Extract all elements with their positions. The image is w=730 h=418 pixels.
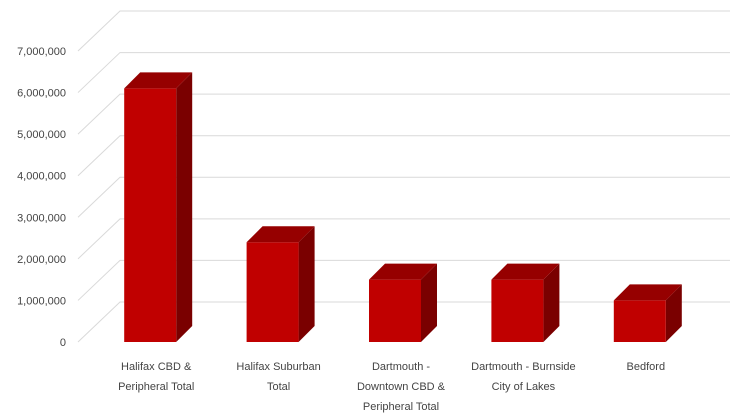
y-tick-label: 2,000,000 [17, 254, 66, 266]
bar-side-face [543, 263, 560, 342]
gridline [77, 218, 730, 260]
bar-front-face [124, 88, 177, 343]
bar [124, 72, 193, 343]
bar-side-face [176, 72, 193, 343]
y-tick-label: 0 [60, 337, 66, 349]
bar-front-face [491, 279, 544, 342]
bar-side-face [421, 263, 437, 342]
bar-side-face [298, 226, 315, 342]
gridline [77, 135, 730, 177]
bar-top-face [613, 284, 682, 301]
x-category-label: Bedford [627, 361, 666, 373]
gridline [77, 93, 730, 135]
bar-top-face [491, 263, 560, 280]
gridlines [77, 10, 730, 343]
x-category-label: Halifax CBD & Peripheral Total [118, 361, 194, 393]
bar [246, 226, 315, 342]
bar-front-face [613, 300, 666, 342]
bar-side-face [665, 284, 682, 342]
y-axis-ticks: 0 1,000,000 2,000,000 3,000,000 4,000,000 5,0… [17, 46, 66, 349]
y-tick-label: 5,000,000 [17, 129, 66, 141]
bar-front-face [369, 279, 421, 342]
bars [124, 72, 682, 343]
x-axis-labels: Halifax CBD & Peripheral Total Halifax Sub… [118, 361, 665, 413]
bar [613, 284, 682, 342]
gridline [77, 52, 730, 93]
y-tick-label: 1,000,000 [17, 295, 66, 307]
bar-top-face [246, 226, 315, 243]
bar [369, 263, 437, 342]
gridline [77, 10, 730, 52]
gridline [77, 176, 730, 218]
y-tick-label: 6,000,000 [17, 88, 66, 100]
gridline [77, 259, 730, 301]
y-tick-label: 7,000,000 [17, 46, 66, 58]
bar-top-face [369, 263, 437, 280]
bar-top-face [124, 72, 193, 89]
x-category-label: Halifax Suburban Total [236, 361, 320, 393]
y-tick-label: 4,000,000 [17, 171, 66, 183]
x-category-label: Dartmouth - Burnside City of Lakes [471, 361, 576, 393]
y-tick-label: 3,000,000 [17, 212, 66, 224]
bar [491, 263, 560, 342]
x-category-label: Dartmouth -Downtown CBD & Peripheral Tota… [357, 361, 446, 413]
bar-front-face [246, 242, 299, 342]
